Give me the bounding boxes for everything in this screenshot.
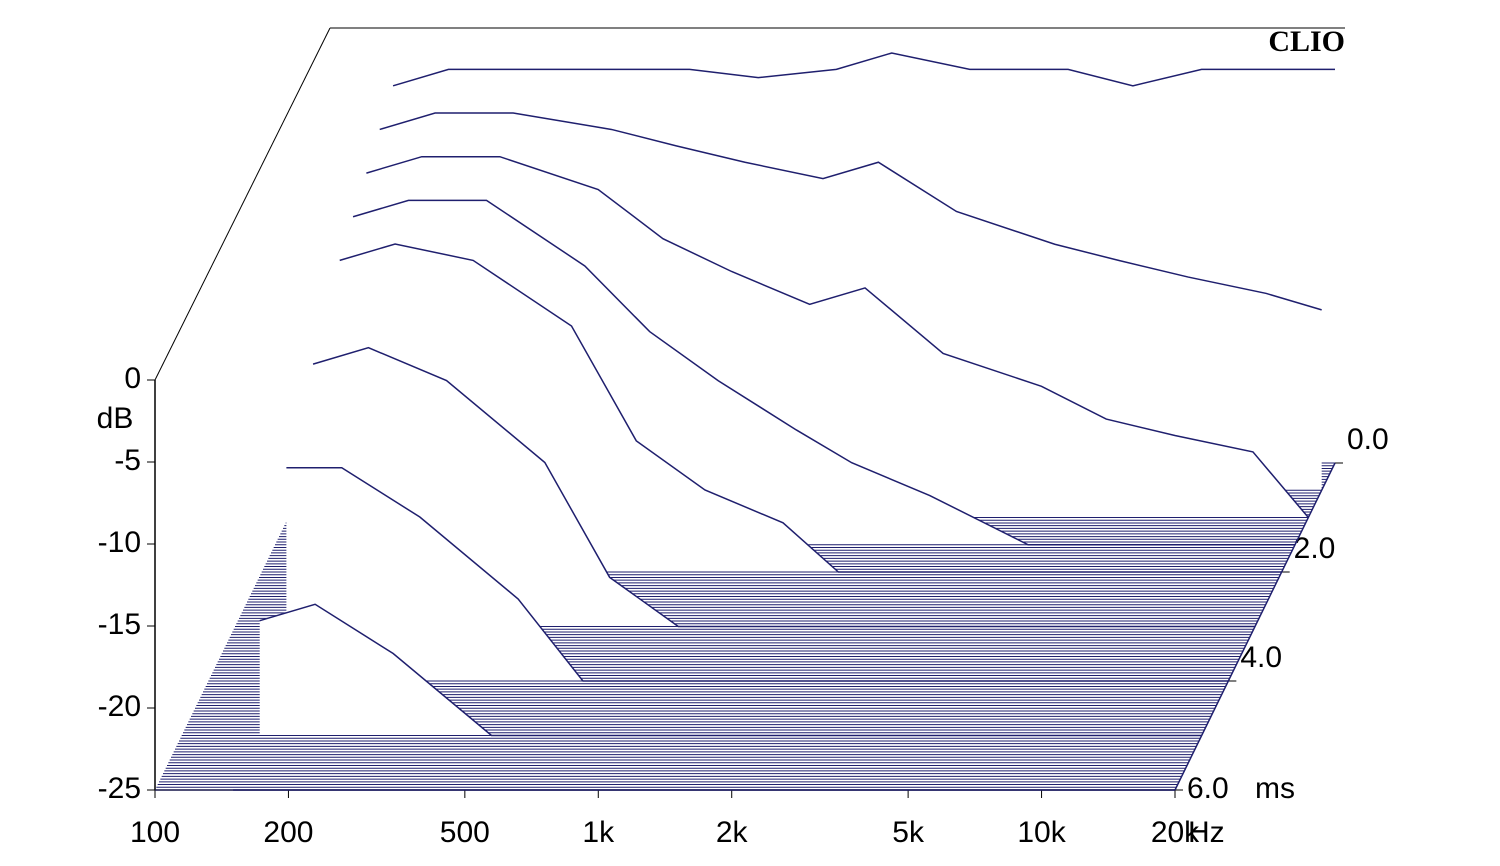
z-tick-label: 4.0 bbox=[1240, 641, 1282, 674]
slice-fill bbox=[286, 467, 1229, 681]
y-tick-label: -20 bbox=[98, 690, 141, 723]
z-axis-label: ms bbox=[1255, 772, 1295, 805]
x-tick-label: 100 bbox=[130, 816, 180, 849]
y-tick-label: -15 bbox=[98, 608, 141, 641]
x-tick-label: 5k bbox=[892, 816, 925, 849]
slice-line bbox=[379, 112, 1322, 311]
z-tick-label: 2.0 bbox=[1294, 532, 1336, 565]
x-tick-label: 20k bbox=[1151, 816, 1200, 849]
x-axis-label: Hz bbox=[1188, 816, 1225, 849]
slice-fill bbox=[259, 604, 1202, 736]
z-tick-label: 6.0 bbox=[1187, 772, 1229, 805]
y-tick-label: -10 bbox=[98, 526, 141, 559]
slice-line bbox=[392, 52, 1335, 87]
x-tick-label: 500 bbox=[440, 816, 490, 849]
floor-edge bbox=[1174, 462, 1336, 791]
x-tick-label: 1k bbox=[582, 816, 615, 849]
wall-edge bbox=[154, 27, 331, 381]
y-tick-label: -5 bbox=[114, 444, 141, 477]
x-tick-label: 200 bbox=[263, 816, 313, 849]
slice-fill bbox=[313, 347, 1255, 627]
watermark: CLIO bbox=[1268, 25, 1345, 58]
y-tick-label: 0 bbox=[124, 362, 141, 395]
y-axis-label: dB bbox=[97, 402, 134, 435]
y-tick-label: -25 bbox=[98, 772, 141, 805]
x-tick-label: 2k bbox=[716, 816, 749, 849]
z-tick-label: 0.0 bbox=[1347, 423, 1389, 456]
slice-fill bbox=[339, 244, 1282, 572]
x-tick-label: 10k bbox=[1017, 816, 1066, 849]
slice-line bbox=[366, 155, 1309, 518]
